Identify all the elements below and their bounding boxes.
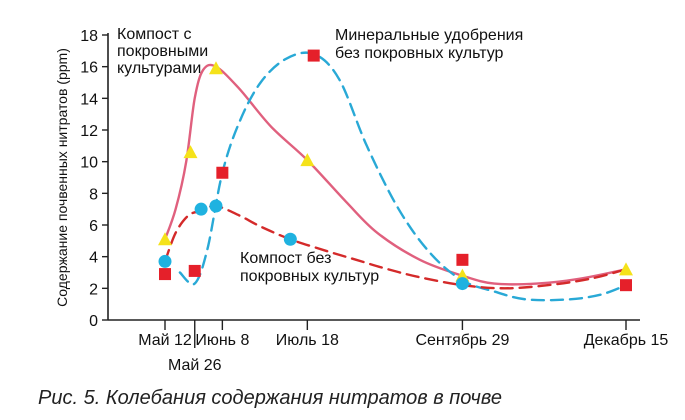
series-line-compost-cover bbox=[163, 63, 628, 286]
y-tick-label: 12 bbox=[80, 123, 98, 140]
y-tick-label: 8 bbox=[89, 186, 98, 203]
point-compost-cover bbox=[208, 61, 223, 75]
point-compost-no-cover bbox=[455, 277, 469, 291]
point-compost-no-cover bbox=[194, 202, 208, 216]
point-mineral bbox=[188, 264, 201, 277]
figure-caption: Рис. 5. Колебания содержания нитратов в … bbox=[38, 387, 502, 409]
point-mineral bbox=[456, 253, 469, 266]
point-mineral bbox=[620, 279, 632, 292]
annotation-mineral: Минеральные удобрения bbox=[335, 27, 523, 44]
point-compost-no-cover bbox=[283, 232, 297, 246]
x-tick-label: Май 12 bbox=[138, 332, 192, 349]
y-tick-label: 2 bbox=[89, 281, 98, 298]
x-tick-label: Сентябрь 29 bbox=[415, 332, 509, 349]
y-tick-label: 16 bbox=[80, 60, 98, 77]
x-tick-label: Июнь 8 bbox=[195, 332, 249, 349]
annotation-compost-cover: Компост с bbox=[117, 26, 192, 43]
point-mineral bbox=[159, 268, 171, 281]
point-compost-no-cover bbox=[209, 199, 223, 213]
y-tick-label: 6 bbox=[89, 218, 98, 235]
y-tick-label: 0 bbox=[89, 313, 98, 330]
annotation-compost-cover: покровными bbox=[117, 43, 208, 60]
y-tick-label: 10 bbox=[80, 155, 98, 172]
annotation-compost-no-cover: Компост без bbox=[240, 250, 331, 267]
point-compost-cover bbox=[183, 145, 198, 159]
x-tick-label: Июль 18 bbox=[276, 332, 339, 349]
point-compost-no-cover bbox=[158, 254, 172, 268]
y-axis-label: Содержание почвенных нитратов (ppm) bbox=[54, 48, 70, 307]
annotation-compost-no-cover: покровных культур bbox=[240, 268, 379, 285]
y-tick-label: 4 bbox=[89, 250, 98, 267]
annotation-compost-cover: культурами bbox=[117, 60, 201, 77]
series-line-mineral bbox=[178, 51, 628, 302]
point-mineral bbox=[307, 49, 320, 62]
annotation-mineral: без покровных культур bbox=[335, 45, 504, 62]
x-tick-label: Декабрь 15 bbox=[584, 332, 669, 349]
x-tick-label: Май 26 bbox=[168, 357, 222, 374]
y-tick-label: 14 bbox=[80, 91, 98, 108]
point-compost-cover bbox=[300, 153, 315, 167]
point-compost-cover bbox=[619, 262, 633, 276]
y-tick-label: 18 bbox=[80, 28, 98, 45]
point-compost-cover bbox=[158, 232, 172, 246]
point-mineral bbox=[216, 166, 229, 179]
